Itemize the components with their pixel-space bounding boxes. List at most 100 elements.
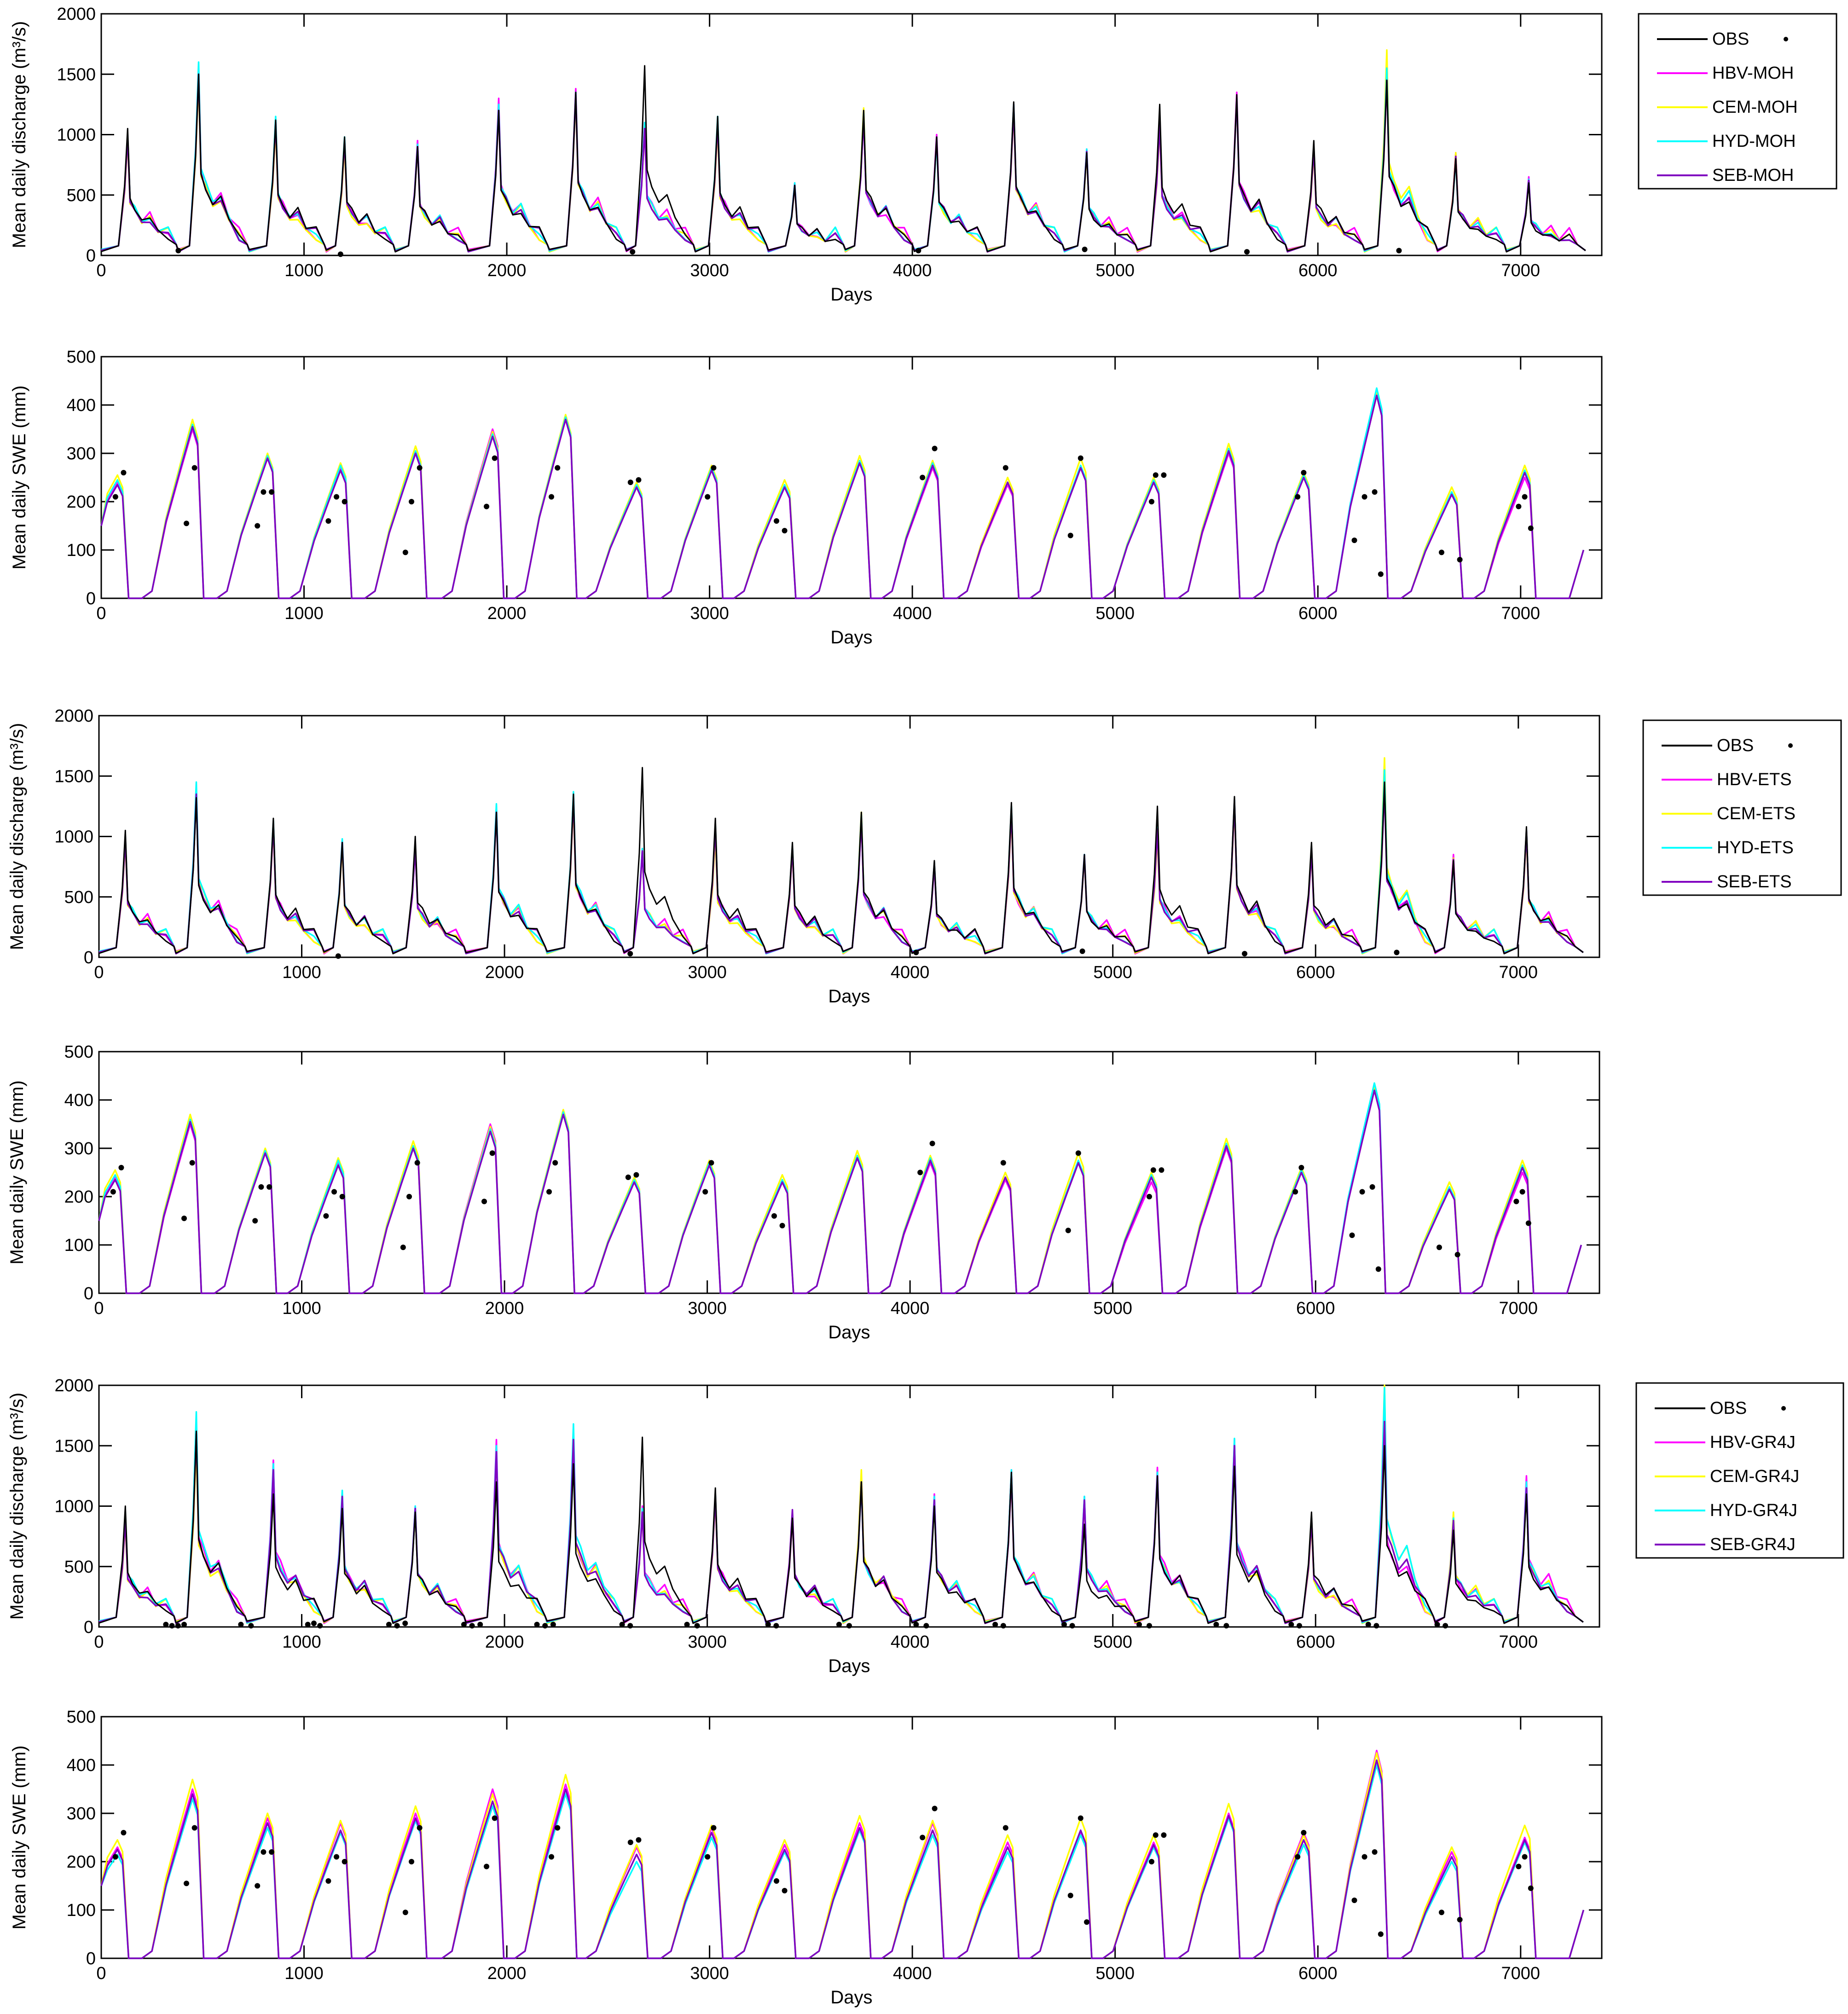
obs-point	[1067, 1892, 1073, 1898]
panel-6: 0 1000 2000 3000 4000 5000 6000 7000 0 100 200 300 4…	[9, 1707, 1603, 2008]
obs-point	[636, 1837, 642, 1843]
obs-point	[1375, 1266, 1381, 1272]
obs-point	[915, 248, 921, 254]
y-tick-label: 0	[86, 589, 96, 608]
obs-point	[1065, 1227, 1071, 1233]
obs-point	[1301, 1830, 1307, 1835]
obs-point	[774, 518, 779, 524]
x-axis-label: Days	[828, 1656, 870, 1676]
series-line-seb	[98, 1089, 1582, 1294]
y-tick-label: 500	[64, 1042, 93, 1062]
x-tick-label: 0	[94, 963, 104, 982]
x-tick-label: 0	[96, 261, 106, 280]
obs-point	[261, 489, 266, 495]
legend-marker	[1781, 1406, 1786, 1411]
x-tick-label: 5000	[1093, 963, 1132, 982]
obs-point	[1372, 489, 1378, 495]
obs-point	[492, 455, 498, 461]
obs-point	[323, 1213, 329, 1219]
obs-point	[1295, 494, 1301, 500]
obs-point	[1438, 1910, 1444, 1916]
obs-point	[1436, 1244, 1442, 1250]
obs-point	[325, 1878, 331, 1884]
x-tick-label: 6000	[1298, 1964, 1338, 1983]
x-tick-label: 1000	[282, 1632, 321, 1652]
legend-box	[1638, 13, 1837, 190]
y-tick-label: 1500	[54, 767, 93, 786]
obs-point	[191, 1825, 197, 1831]
obs-point	[1365, 1621, 1371, 1627]
y-tick-label: 1000	[54, 828, 93, 847]
obs-point	[932, 446, 938, 451]
obs-point	[238, 1621, 244, 1627]
x-tick-label: 1000	[284, 1964, 324, 1983]
obs-point	[121, 470, 127, 475]
obs-point	[248, 1623, 254, 1629]
obs-point	[627, 480, 633, 485]
obs-point	[1149, 1859, 1154, 1864]
obs-point	[311, 1620, 317, 1626]
obs-point	[334, 494, 340, 500]
legend-entry: HYD-ETS	[1717, 838, 1794, 857]
y-tick-label: 0	[86, 1949, 96, 1968]
obs-point	[477, 1621, 483, 1627]
obs-point	[1147, 1194, 1152, 1199]
obs-point	[1301, 470, 1307, 475]
y-tick-label: 500	[67, 1707, 96, 1727]
obs-point	[708, 1160, 714, 1166]
x-tick-label: 5000	[1093, 1632, 1132, 1652]
obs-point	[1351, 538, 1357, 543]
obs-point	[1161, 472, 1167, 478]
series-line-obs	[101, 65, 1586, 253]
panel-3: 0 1000 2000 3000 4000 5000 6000 7000 0 500 1000 150…	[7, 706, 1842, 1007]
legend-entry: OBS	[1712, 29, 1749, 49]
obs-point	[627, 1840, 633, 1845]
obs-point	[112, 1854, 118, 1860]
legend-entry: SEB-MOH	[1712, 166, 1794, 185]
obs-point	[1372, 1849, 1378, 1855]
obs-point	[1161, 1832, 1167, 1838]
y-tick-label: 0	[84, 948, 93, 967]
x-tick-label: 5000	[1095, 1964, 1135, 1983]
obs-point	[255, 1883, 261, 1889]
obs-point	[339, 1194, 345, 1199]
obs-point	[1378, 1931, 1384, 1937]
obs-point	[1516, 1864, 1522, 1869]
y-tick-label: 0	[86, 246, 96, 266]
obs-point	[1078, 455, 1083, 461]
obs-point	[255, 523, 261, 529]
obs-point	[1528, 1885, 1534, 1891]
obs-point	[484, 1864, 490, 1869]
obs-point	[774, 1878, 779, 1884]
obs-point	[409, 1859, 415, 1864]
obs-point	[625, 1175, 631, 1180]
x-tick-label: 2000	[487, 604, 527, 623]
obs-point	[1454, 1252, 1460, 1257]
obs-point	[929, 1140, 935, 1146]
obs-point	[400, 1244, 406, 1250]
obs-point	[335, 953, 341, 959]
y-axis-label: Mean daily SWE (mm)	[9, 1745, 29, 1929]
x-axis-label: Days	[830, 1987, 872, 2008]
obs-point	[1434, 1621, 1440, 1627]
obs-point	[782, 528, 788, 533]
obs-point	[175, 248, 181, 254]
x-tick-label: 7000	[1499, 963, 1538, 982]
y-tick-label: 300	[67, 1804, 96, 1823]
obs-point	[1002, 1825, 1008, 1831]
plot-frame	[100, 1716, 1603, 1959]
y-tick-label: 1500	[57, 65, 96, 84]
obs-point	[1361, 494, 1367, 500]
obs-point	[169, 1623, 175, 1629]
obs-point	[636, 477, 642, 483]
y-tick-label: 400	[67, 1756, 96, 1775]
obs-point	[1002, 465, 1008, 471]
obs-point	[417, 1825, 423, 1831]
obs-point	[1223, 1623, 1229, 1629]
obs-point	[402, 550, 408, 556]
obs-point	[705, 1854, 711, 1860]
x-axis-label: Days	[830, 284, 872, 305]
obs-point	[342, 499, 348, 504]
x-tick-label: 3000	[690, 604, 729, 623]
y-tick-label: 1500	[54, 1436, 93, 1456]
